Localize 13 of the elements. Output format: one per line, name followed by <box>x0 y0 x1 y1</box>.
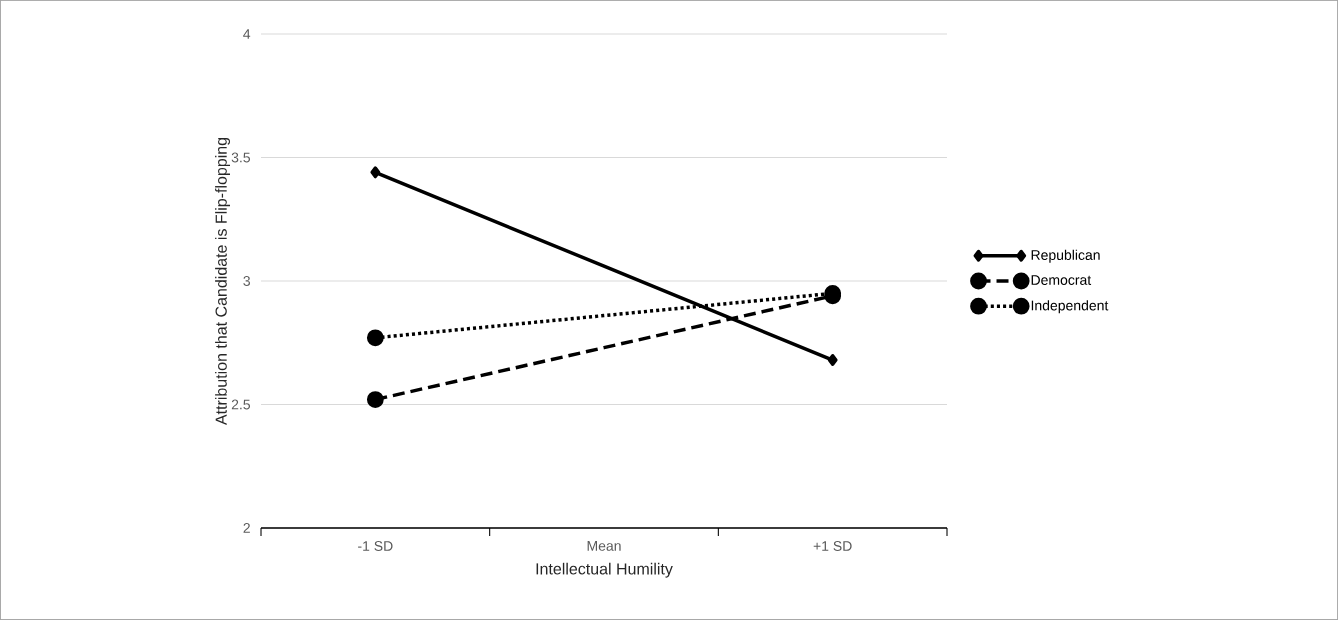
legend-label: Independent <box>1031 300 1109 314</box>
legend-label: Republican <box>1031 249 1100 263</box>
x-tick-label: -1 SD <box>358 541 393 551</box>
y-tick-label: 2 <box>243 523 250 533</box>
y-tick-label: 4 <box>243 29 251 39</box>
y-axis-title: Attribution that Candidate is Flip-flopping <box>215 138 230 426</box>
x-axis-title: Intellectual Humility <box>536 562 673 578</box>
x-tick-label: +1 SD <box>813 541 852 551</box>
y-tick-label: 3 <box>243 276 250 286</box>
x-tick-label: Mean <box>587 541 621 551</box>
legend-label: Democrat <box>1031 275 1092 285</box>
y-tick-label: 2.5 <box>231 399 251 410</box>
y-tick-label: 3.5 <box>231 152 251 163</box>
